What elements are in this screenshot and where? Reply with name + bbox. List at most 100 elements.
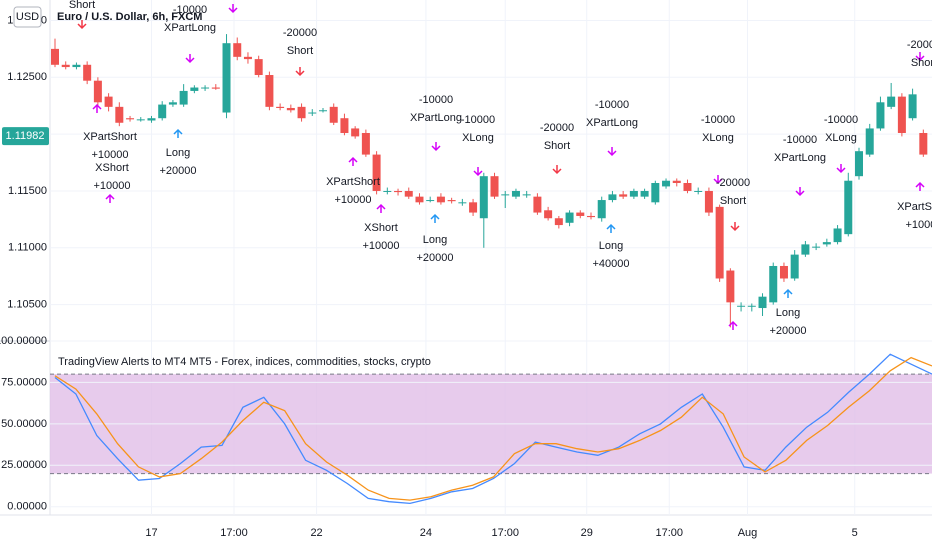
candle-body [426,200,435,202]
candle-body [383,190,392,192]
candle-body [233,43,242,57]
candle-body [897,96,906,133]
candle-body [758,296,767,309]
signal-label: XLong [462,132,494,144]
signal-label: +20000 [769,325,806,337]
x-tick-label: 24 [420,527,432,539]
candle-body [662,180,671,187]
oscillator-line [54,353,932,505]
signal-arrow-head [836,167,846,174]
candle-body [865,128,874,155]
candle-body [779,265,788,279]
signal-arrow-head [105,193,115,200]
candle-body [147,118,156,121]
candle-body [919,132,928,155]
signal-arrow-head [77,23,87,30]
candle-body [115,106,124,123]
candle-body [855,151,863,177]
signal-label: +40000 [592,258,629,270]
candle-body [490,176,499,197]
signal-label: XPartLong [410,112,462,124]
candle-body [715,206,724,279]
candle-body [351,128,360,137]
x-tick-label: 22 [310,527,322,539]
signal-label: XShort [95,162,129,174]
signal-arrow-head [713,178,723,185]
candle-body [361,132,370,155]
candle-body [394,190,403,193]
candle-body [747,305,756,307]
candle-body [565,212,574,223]
candle-body [72,64,81,68]
signal-arrow-head [92,103,102,110]
signal-arrow-head [730,225,740,232]
candle-body [190,87,199,91]
candle-body [844,180,853,235]
y-tick-label: 1.11500 [8,185,47,197]
signal-label: -20000 [716,177,750,189]
candle-body [136,119,145,121]
signal-label: -10000 [173,4,207,16]
x-tick-label: 17:00 [655,527,683,539]
signal-arrow-head [915,181,925,188]
candle-body [511,190,520,197]
signal-label: XPartShort [897,201,932,213]
candle-body [812,246,821,248]
signal-arrow-head [185,57,195,64]
signal-label: -10000 [595,99,629,111]
candle-body [501,194,510,196]
signal-label: Short [911,57,932,69]
osc-y-tick-label: 75.00000 [1,376,47,388]
signal-label: -20000 [907,39,932,51]
signal-label: -10000 [783,134,817,146]
candle-body [544,210,553,219]
candle-body [104,96,113,107]
signal-label: Long [599,240,623,252]
candle-body [608,194,617,201]
candle-body [447,200,456,202]
signal-label: +10000 [905,219,932,231]
candle-body [168,102,177,105]
signal-label: +10000 [334,194,371,206]
signal-label: -20000 [540,122,574,134]
signal-label: Long [776,307,800,319]
candle-body [629,190,638,197]
candle-body [479,176,488,219]
last-price-label: 1.11982 [6,130,45,142]
signal-label: XLong [825,132,857,144]
y-tick-label: 1.11000 [8,242,47,254]
signal-label: Short [287,45,313,57]
candle-body [587,215,595,218]
currency-label: USD [16,11,39,23]
candle-body [211,87,220,89]
candle-body [704,190,713,213]
candle-body [801,244,810,255]
osc-y-tick-label: 50.00000 [1,418,47,430]
candle-body [769,265,778,303]
candle-body [286,107,295,111]
candle-body [522,194,531,196]
candle-body [265,75,274,107]
candle-body [404,190,413,197]
candle-body [329,106,338,123]
candle-body [694,190,703,192]
candle-body [576,212,585,216]
candle-body [297,106,306,119]
candle-body [83,64,92,81]
candle-body [126,118,135,120]
signal-label: XPartLong [164,22,216,34]
signal-label: -10000 [701,114,735,126]
x-tick-label: 17 [145,527,157,539]
candle-body [415,196,424,203]
candle-body [93,80,102,103]
signal-arrow-head [228,7,238,14]
candle-body [790,254,799,279]
signal-label: XLong [702,132,734,144]
x-tick-label: Aug [738,527,758,539]
osc-y-tick-label: 25.00000 [1,459,47,471]
signal-label: XPartShort [326,176,380,188]
signal-label: +20000 [416,252,453,264]
currency-button[interactable] [13,6,42,28]
candle-body [554,218,563,226]
candle-body [822,242,831,245]
